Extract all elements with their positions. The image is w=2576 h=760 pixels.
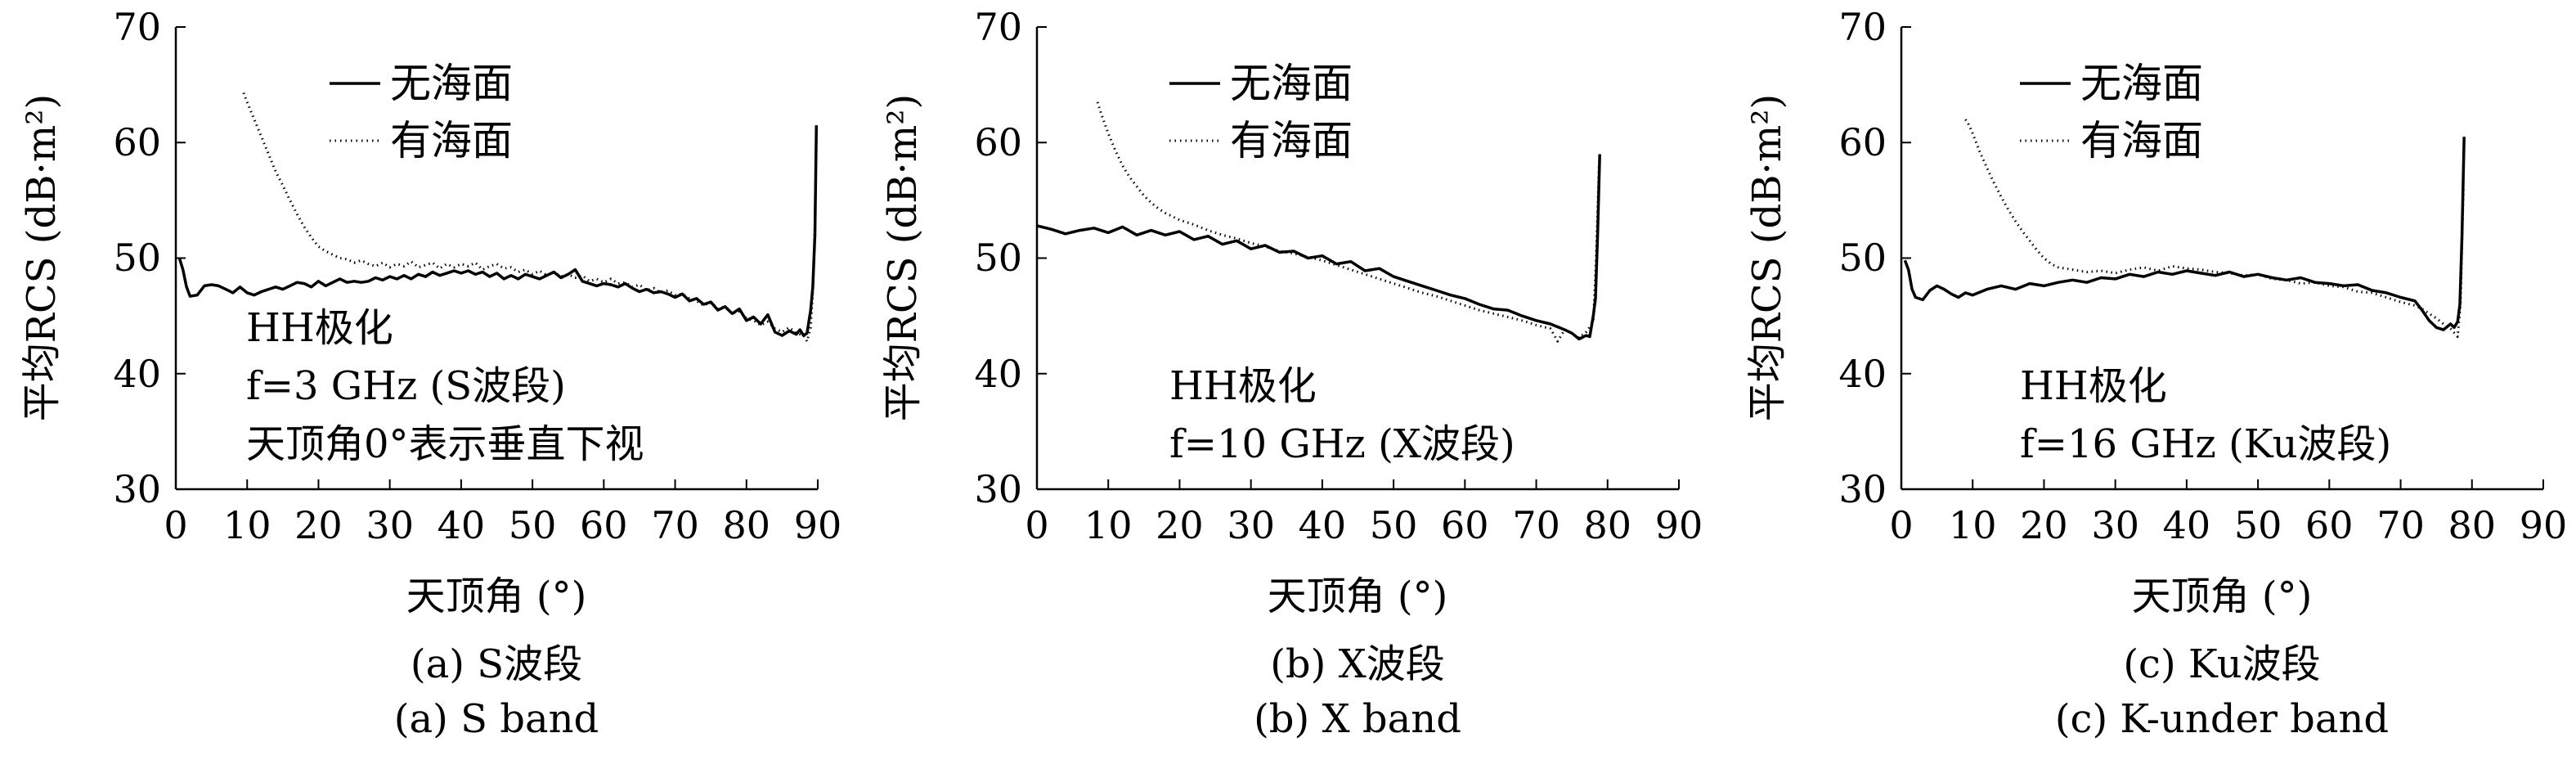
x-tick-label: 90 xyxy=(794,503,842,547)
y-tick-label: 70 xyxy=(113,5,161,49)
x-tick-label: 90 xyxy=(2520,503,2568,547)
y-tick-label: 40 xyxy=(1838,352,1887,396)
plot-area xyxy=(174,26,819,491)
x-tick-label: 40 xyxy=(438,503,486,547)
x-tick-label: 70 xyxy=(651,503,699,547)
x-tick-label: 50 xyxy=(1370,503,1418,547)
x-axis-label: 天顶角 (°) xyxy=(2132,573,2313,619)
y-axis-label: 平均RCS (dB·m²) xyxy=(19,94,65,421)
x-tick-label: 80 xyxy=(723,503,771,547)
caption-english: (c) K-under band xyxy=(2055,696,2389,742)
caption-english: (b) X band xyxy=(1254,696,1461,742)
x-tick-label: 60 xyxy=(2305,503,2354,547)
caption-chinese: (b) X波段 xyxy=(1270,641,1445,687)
x-tick-label: 30 xyxy=(2091,503,2139,547)
y-tick-label: 40 xyxy=(974,352,1022,396)
x-tick-label: 60 xyxy=(1441,503,1489,547)
x-tick-label: 90 xyxy=(1655,503,1703,547)
y-tick-label: 70 xyxy=(974,5,1022,49)
series-line-no-sea xyxy=(1903,137,2466,331)
x-tick-label: 10 xyxy=(223,503,272,547)
series-layer xyxy=(1903,119,2466,338)
legend: 无海面 有海面 xyxy=(1169,60,1353,164)
polarization-annotation: HH极化 xyxy=(1169,363,1317,409)
chart-panel-s-band: 0 10 20 30 40 50 60 70 80 90 30 40 50 60… xyxy=(19,5,841,742)
chart-panel-x-band: 0 10 20 30 40 50 60 70 80 90 30 40 50 60… xyxy=(880,5,1703,742)
x-tick-label: 20 xyxy=(1156,503,1204,547)
x-tick-label: 80 xyxy=(2448,503,2497,547)
y-tick-label: 50 xyxy=(974,236,1022,280)
caption-english: (a) S band xyxy=(394,696,599,742)
chart-panel-ku-band: 0 10 20 30 40 50 60 70 80 90 30 40 50 60… xyxy=(1744,5,2567,742)
x-tick-label: 0 xyxy=(1025,503,1048,547)
y-axis-label: 平均RCS (dB·m²) xyxy=(880,94,926,421)
x-tick-label: 0 xyxy=(1889,503,1913,547)
y-tick-label: 60 xyxy=(113,120,161,164)
series-line-with-sea xyxy=(242,92,818,343)
caption-chinese: (a) S波段 xyxy=(411,641,582,687)
x-tick-label: 20 xyxy=(294,503,343,547)
legend-label: 有海面 xyxy=(2080,117,2203,164)
y-tick-label: 30 xyxy=(1838,467,1887,511)
x-tick-label: 70 xyxy=(2376,503,2425,547)
series-line-no-sea xyxy=(1036,154,1601,341)
tick-marks xyxy=(1036,26,1680,490)
y-tick-label: 40 xyxy=(113,352,161,396)
x-tick-label: 50 xyxy=(2234,503,2282,547)
legend: 无海面 有海面 xyxy=(2020,60,2203,164)
legend: 无海面 有海面 xyxy=(330,60,513,164)
x-tick-label: 50 xyxy=(509,503,557,547)
legend-label: 有海面 xyxy=(1230,117,1353,164)
x-tick-label: 40 xyxy=(2163,503,2211,547)
x-tick-label: 20 xyxy=(2020,503,2068,547)
y-tick-label: 60 xyxy=(1838,120,1887,164)
plot-area xyxy=(1900,26,2544,491)
series-line-no-sea xyxy=(177,125,819,337)
legend-label: 有海面 xyxy=(390,117,513,164)
y-tick-label: 30 xyxy=(113,467,161,511)
y-tick-label: 30 xyxy=(974,467,1022,511)
x-tick-label: 10 xyxy=(1949,503,1997,547)
polarization-annotation: HH极化 xyxy=(2020,363,2167,409)
x-tick-label: 60 xyxy=(580,503,628,547)
x-tick-label: 40 xyxy=(1299,503,1347,547)
frequency-annotation: f=3 GHz (S波段) xyxy=(246,363,566,409)
polarization-annotation: HH极化 xyxy=(246,305,393,351)
y-tick-label: 50 xyxy=(1838,236,1887,280)
zenith-note-annotation: 天顶角0°表示垂直下视 xyxy=(246,421,644,467)
x-axis-label: 天顶角 (°) xyxy=(406,573,587,619)
plot-area xyxy=(1035,26,1680,491)
x-axis-label: 天顶角 (°) xyxy=(1268,573,1448,619)
caption-chinese: (c) Ku波段 xyxy=(2123,641,2320,687)
legend-label: 无海面 xyxy=(1230,60,1353,107)
legend-label: 无海面 xyxy=(2080,60,2203,107)
series-line-with-sea xyxy=(1964,119,2465,338)
series-layer xyxy=(177,92,819,343)
x-tick-label: 10 xyxy=(1084,503,1133,547)
y-tick-label: 50 xyxy=(113,236,161,280)
x-tick-label: 30 xyxy=(1227,503,1275,547)
tick-marks xyxy=(175,26,819,490)
y-tick-label: 70 xyxy=(1838,5,1887,49)
y-tick-label: 60 xyxy=(974,120,1022,164)
legend-label: 无海面 xyxy=(390,60,513,107)
y-axis-label: 平均RCS (dB·m²) xyxy=(1744,94,1790,421)
frequency-annotation: f=10 GHz (X波段) xyxy=(1169,421,1515,467)
frequency-annotation: f=16 GHz (Ku波段) xyxy=(2020,421,2391,467)
tick-marks xyxy=(1901,26,2544,490)
x-tick-label: 80 xyxy=(1584,503,1632,547)
x-tick-label: 70 xyxy=(1512,503,1560,547)
x-tick-label: 0 xyxy=(164,503,187,547)
series-line-with-sea xyxy=(1096,101,1600,343)
x-tick-label: 30 xyxy=(366,503,414,547)
series-layer xyxy=(1036,101,1601,343)
